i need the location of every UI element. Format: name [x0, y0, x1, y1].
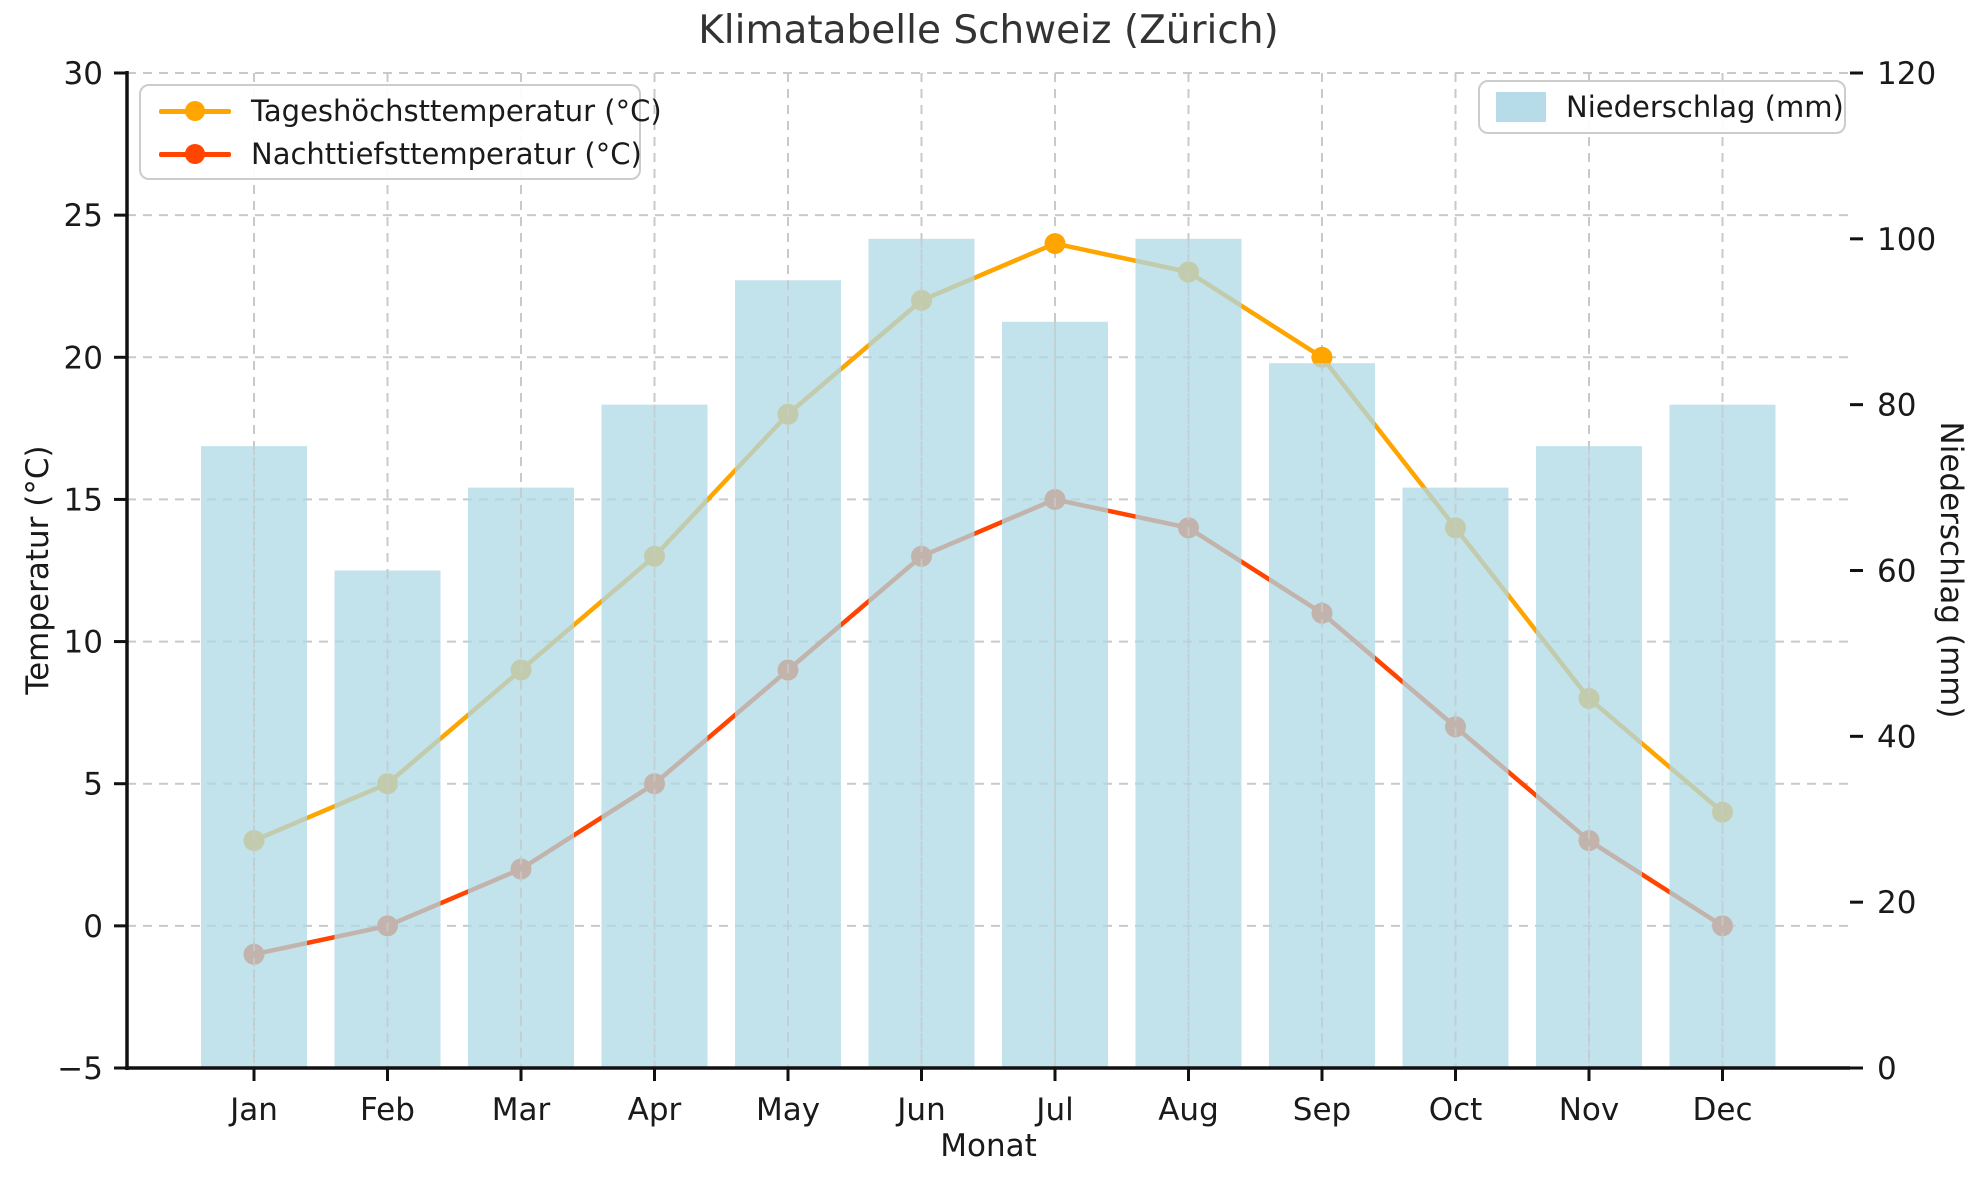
svg-text:5: 5: [83, 767, 103, 803]
legend-item-low-temp: Nachttiefsttemperatur (°C): [159, 135, 642, 172]
svg-text:120: 120: [1877, 56, 1936, 92]
svg-text:−5: −5: [57, 1051, 103, 1087]
legend-label-low-temp: Nachttiefsttemperatur (°C): [251, 136, 642, 171]
svg-text:60: 60: [1877, 554, 1916, 590]
svg-text:Dec: Dec: [1693, 1092, 1753, 1128]
x-axis-label: Monat: [940, 1128, 1037, 1164]
legend-item-high-temp: Tageshöchsttemperatur (°C): [159, 92, 662, 129]
svg-text:0: 0: [83, 909, 103, 945]
svg-text:40: 40: [1877, 719, 1916, 755]
svg-text:20: 20: [64, 340, 103, 376]
svg-text:100: 100: [1877, 222, 1936, 258]
svg-text:Jun: Jun: [895, 1092, 945, 1128]
svg-text:15: 15: [64, 482, 103, 518]
svg-text:20: 20: [1877, 885, 1916, 921]
low-temp-line: [243, 488, 1733, 965]
svg-text:Nov: Nov: [1559, 1092, 1620, 1128]
svg-text:0: 0: [1877, 1051, 1897, 1087]
svg-text:Sep: Sep: [1293, 1092, 1351, 1128]
svg-text:Mar: Mar: [492, 1092, 551, 1128]
svg-text:Apr: Apr: [628, 1092, 682, 1128]
svg-text:80: 80: [1877, 388, 1916, 424]
precipitation-swatch-icon: [1496, 92, 1546, 122]
high-temp-line-marker-Sep: [1311, 346, 1333, 368]
axis-ticks-and-labels: 30 25 20 15 10 5 0 −5 120 100 80 60 40 20 0 Jan Feb Mar Ap…: [57, 56, 1936, 1128]
legend-temperature: Tageshöchsttemperatur (°C) Nachttiefstte…: [139, 84, 662, 180]
svg-text:Aug: Aug: [1158, 1092, 1219, 1128]
chart-title: Klimatabelle Schweiz (Zürich): [698, 8, 1279, 53]
legend-label-high-temp: Tageshöchsttemperatur (°C): [251, 93, 662, 128]
svg-text:30: 30: [64, 56, 103, 92]
low-temp-line-icon: [159, 143, 231, 165]
svg-text:Jan: Jan: [228, 1092, 278, 1128]
high-temp-line-marker-Jul: [1044, 233, 1066, 255]
legend-precipitation: Niederschlag (mm): [1478, 80, 1846, 134]
legend-item-precipitation: Niederschlag (mm): [1496, 88, 1844, 126]
svg-text:Oct: Oct: [1429, 1092, 1483, 1128]
v-gridlines-over-bars: [253, 238, 1724, 1068]
svg-text:May: May: [756, 1092, 820, 1128]
svg-text:25: 25: [64, 198, 103, 234]
high-temp-line-icon: [159, 100, 231, 122]
high-temp-line: [243, 233, 1733, 852]
precipitation-bars: [201, 238, 1776, 1069]
svg-text:Jul: Jul: [1034, 1092, 1073, 1128]
axis-spines: [125, 71, 1850, 1070]
svg-text:Feb: Feb: [360, 1092, 415, 1128]
svg-text:10: 10: [64, 625, 103, 661]
legend-label-precipitation: Niederschlag (mm): [1566, 90, 1844, 124]
